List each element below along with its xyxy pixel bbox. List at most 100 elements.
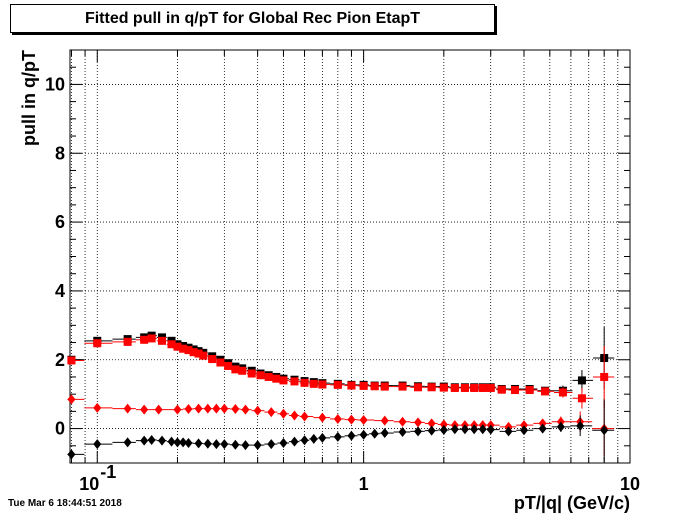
data-point (600, 372, 609, 381)
data-point (253, 440, 262, 451)
data-point (520, 425, 529, 436)
plot-frame (69, 49, 631, 464)
y-tick-label: 10 (45, 74, 65, 94)
data-point (238, 366, 247, 375)
y-axis-label: pull in q/pT (19, 50, 39, 146)
data-point (300, 378, 309, 387)
y-tick-label: 0 (55, 419, 65, 439)
data-point (279, 376, 288, 385)
data-point (67, 356, 76, 365)
y-tick-label: 8 (55, 143, 65, 163)
data-point (93, 402, 102, 413)
data-point (439, 383, 448, 392)
data-point (256, 371, 265, 380)
data-point (427, 418, 436, 429)
data-point (67, 449, 76, 460)
data-point (309, 379, 318, 388)
data-point (264, 372, 273, 381)
data-point (67, 394, 76, 405)
data-point (347, 414, 356, 425)
data-point (158, 336, 167, 345)
data-point (450, 383, 459, 392)
data-point (538, 423, 547, 434)
data-point (173, 404, 182, 415)
data-point (220, 439, 229, 450)
data-point (380, 428, 389, 439)
data-point (380, 415, 389, 426)
data-point (450, 424, 459, 435)
data-point (318, 432, 327, 443)
timestamp: Tue Mar 6 18:44:51 2018 (8, 498, 122, 509)
data-point (154, 404, 163, 415)
data-point (267, 407, 276, 418)
x-axis-label: pT/|q| (GeV/c) (514, 493, 630, 513)
data-point (398, 416, 407, 427)
data-point (241, 440, 250, 451)
y-tick-label: 6 (55, 212, 65, 232)
data-point (184, 438, 193, 449)
data-point (123, 337, 132, 346)
data-point (414, 426, 423, 437)
data-point (231, 439, 240, 450)
data-point (414, 383, 423, 392)
data-point (173, 342, 182, 351)
data-point (247, 369, 256, 378)
y-tick-label: 4 (55, 281, 65, 301)
data-point (577, 394, 586, 403)
data-point (380, 382, 389, 391)
data-point (203, 403, 212, 414)
data-point (333, 413, 342, 424)
data-point (272, 374, 281, 383)
data-point (470, 424, 479, 435)
data-point (510, 386, 519, 395)
data-point (290, 410, 299, 421)
data-point (179, 437, 188, 448)
data-point (370, 428, 379, 439)
data-point (184, 403, 193, 414)
data-point (290, 377, 299, 386)
x-axis: 10-11 10 (70, 50, 640, 494)
data-point (333, 380, 342, 389)
data-point (370, 382, 379, 391)
chart-title: Fitted pull in q/pT for Global Rec Pion … (84, 10, 421, 27)
x-tick-label: 10 (79, 474, 99, 494)
data-point (279, 438, 288, 449)
data-point (309, 433, 318, 444)
data-point (486, 383, 495, 392)
data-point (158, 435, 167, 446)
data-point (439, 424, 448, 435)
data-point (179, 344, 188, 353)
data-point (556, 421, 565, 432)
data-point (347, 430, 356, 441)
data-point (478, 424, 487, 435)
data-point (212, 403, 221, 414)
data-point (398, 427, 407, 438)
data-point (318, 380, 327, 389)
data-point (267, 439, 276, 450)
data-point (300, 435, 309, 446)
y-axis: 0 2 4 6 8 10 (45, 49, 630, 464)
data-point (414, 417, 423, 428)
data-point (93, 339, 102, 348)
series-1 (67, 334, 615, 409)
data-point (231, 403, 240, 414)
data-point (199, 351, 208, 360)
data-point (189, 348, 198, 357)
data-point (347, 381, 356, 390)
data-point (241, 404, 250, 415)
data-point (140, 435, 149, 446)
data-point (359, 429, 368, 440)
data-point (486, 424, 495, 435)
data-point (460, 424, 469, 435)
data-point (147, 434, 156, 445)
data-point (439, 419, 448, 430)
data-point (173, 437, 182, 448)
data-point (577, 376, 586, 385)
grid-layer (70, 50, 630, 463)
data-point (497, 385, 506, 394)
data-point (220, 403, 229, 414)
data-point (333, 431, 342, 442)
data-point (253, 405, 262, 416)
data-point (184, 346, 193, 355)
